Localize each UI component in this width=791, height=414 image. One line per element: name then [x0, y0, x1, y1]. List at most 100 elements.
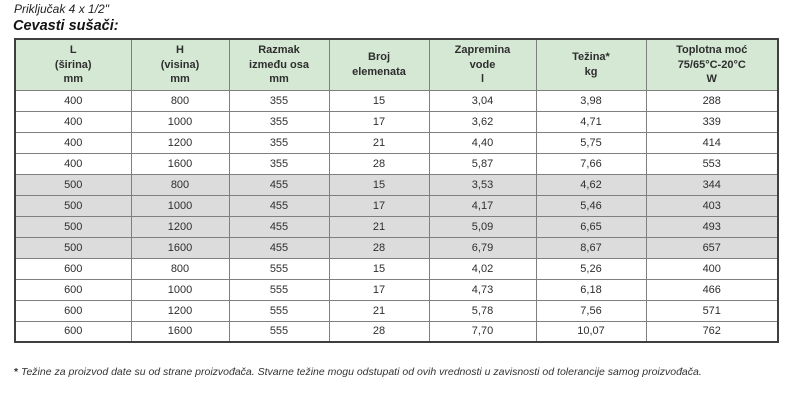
table-cell: 3,53: [428, 173, 537, 196]
connection-note: Priključak 4 x 1/2": [14, 2, 109, 16]
table-row: 500 1200 455 21 5,09 6,65 493: [14, 215, 779, 238]
table-cell: 414: [645, 131, 779, 154]
table-cell: 6,79: [428, 236, 537, 259]
table-header-row: L (širina) mm H (visina) mm Razmak izmeđ…: [14, 38, 779, 91]
table-cell: 6,18: [535, 278, 647, 301]
table-cell: 10,07: [535, 320, 647, 343]
table-cell: 5,26: [535, 257, 647, 280]
table-cell: 600: [14, 278, 132, 301]
footnote-text: Težine za proizvod date su od strane pro…: [18, 366, 702, 378]
table-cell: 6,65: [535, 215, 647, 238]
table-row: 500 1600 455 28 6,79 8,67 657: [14, 236, 779, 259]
table-cell: 3,98: [535, 89, 647, 112]
table-cell: 1600: [130, 320, 230, 343]
table-row: 400 1000 355 17 3,62 4,71 339: [14, 110, 779, 133]
table-cell: 600: [14, 320, 132, 343]
table-cell: 4,40: [428, 131, 537, 154]
header-cell-heat-output: Toplotna moć 75/65°C-20°C W: [645, 38, 779, 91]
table-cell: 355: [228, 152, 330, 175]
table-cell: 555: [228, 257, 330, 280]
table-row: 400 1200 355 21 4,40 5,75 414: [14, 131, 779, 154]
table-cell: 600: [14, 257, 132, 280]
table-cell: 355: [228, 110, 330, 133]
table-cell: 1000: [130, 110, 230, 133]
table-cell: 17: [328, 110, 430, 133]
table-cell: 455: [228, 173, 330, 196]
header-cell-width: L (širina) mm: [14, 38, 132, 91]
table-cell: 762: [645, 320, 779, 343]
table-cell: 5,46: [535, 194, 647, 217]
table-cell: 657: [645, 236, 779, 259]
table-cell: 455: [228, 236, 330, 259]
page-title: Cevasti sušači:: [13, 18, 119, 34]
table-cell: 600: [14, 299, 132, 322]
table-cell: 500: [14, 173, 132, 196]
table-cell: 400: [14, 89, 132, 112]
table-cell: 466: [645, 278, 779, 301]
table-cell: 5,09: [428, 215, 537, 238]
header-cell-weight: Težina* kg: [535, 38, 647, 91]
table-cell: 28: [328, 152, 430, 175]
table-cell: 15: [328, 173, 430, 196]
table-cell: 355: [228, 89, 330, 112]
table-cell: 1200: [130, 215, 230, 238]
table-cell: 21: [328, 215, 430, 238]
table-cell: 500: [14, 215, 132, 238]
table-cell: 455: [228, 194, 330, 217]
table-cell: 400: [14, 110, 132, 133]
table-row: 600 1200 555 21 5,78 7,56 571: [14, 299, 779, 322]
table-cell: 1000: [130, 278, 230, 301]
table-row: 600 1000 555 17 4,73 6,18 466: [14, 278, 779, 301]
table-cell: 1000: [130, 194, 230, 217]
table-cell: 455: [228, 215, 330, 238]
spec-table: L (širina) mm H (visina) mm Razmak izmeđ…: [14, 38, 779, 343]
table-cell: 339: [645, 110, 779, 133]
table-cell: 15: [328, 89, 430, 112]
table-body: 400 800 355 15 3,04 3,98 288 400 1000 355 17 3,62 4,…: [14, 89, 779, 343]
table-cell: 800: [130, 89, 230, 112]
table-cell: 8,67: [535, 236, 647, 259]
table-cell: 3,62: [428, 110, 537, 133]
footnote-marker: *: [14, 366, 19, 378]
table-cell: 15: [328, 257, 430, 280]
table-cell: 4,17: [428, 194, 537, 217]
table-cell: 553: [645, 152, 779, 175]
table-cell: 400: [14, 131, 132, 154]
table-cell: 5,78: [428, 299, 537, 322]
table-row: 600 1600 555 28 7,70 10,07 762: [14, 320, 779, 343]
table-cell: 7,56: [535, 299, 647, 322]
table-cell: 5,75: [535, 131, 647, 154]
table-cell: 1200: [130, 131, 230, 154]
table-cell: 288: [645, 89, 779, 112]
header-cell-axis-distance: Razmak između osa mm: [228, 38, 330, 91]
table-cell: 500: [14, 236, 132, 259]
header-cell-water-volume: Zapremina vode l: [428, 38, 537, 91]
table-cell: 28: [328, 236, 430, 259]
table-cell: 400: [645, 257, 779, 280]
header-cell-height: H (visina) mm: [130, 38, 230, 91]
table-cell: 17: [328, 194, 430, 217]
table-cell: 21: [328, 299, 430, 322]
table-row: 400 800 355 15 3,04 3,98 288: [14, 89, 779, 112]
table-cell: 7,66: [535, 152, 647, 175]
table-cell: 355: [228, 131, 330, 154]
table-cell: 4,73: [428, 278, 537, 301]
table-cell: 3,04: [428, 89, 537, 112]
table-cell: 493: [645, 215, 779, 238]
table-row: 500 1000 455 17 4,17 5,46 403: [14, 194, 779, 217]
table-cell: 4,02: [428, 257, 537, 280]
table-cell: 344: [645, 173, 779, 196]
table-cell: 1600: [130, 152, 230, 175]
table-cell: 28: [328, 320, 430, 343]
table-cell: 500: [14, 194, 132, 217]
table-cell: 555: [228, 320, 330, 343]
footnote: * Težine za proizvod date su od strane p…: [14, 366, 702, 378]
table-row: 600 800 555 15 4,02 5,26 400: [14, 257, 779, 280]
table-cell: 555: [228, 299, 330, 322]
table-cell: 1600: [130, 236, 230, 259]
table-cell: 7,70: [428, 320, 537, 343]
table-cell: 555: [228, 278, 330, 301]
table-cell: 17: [328, 278, 430, 301]
table-cell: 4,62: [535, 173, 647, 196]
